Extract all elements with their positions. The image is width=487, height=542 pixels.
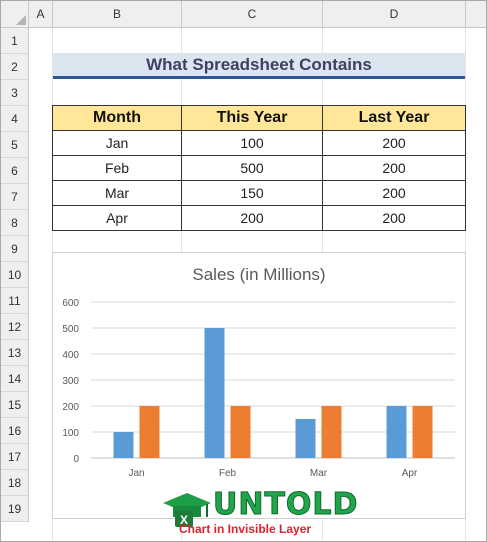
row-header[interactable]: 4 bbox=[1, 106, 29, 132]
column-header-e[interactable] bbox=[466, 1, 486, 28]
row-header[interactable]: 11 bbox=[1, 288, 29, 314]
cell-last-year[interactable]: 200 bbox=[322, 130, 466, 156]
bar-series-2-apr bbox=[412, 406, 433, 458]
cell-month[interactable]: Mar bbox=[52, 180, 182, 206]
row-header[interactable]: 13 bbox=[1, 340, 29, 366]
table-header-row: Month This Year Last Year bbox=[52, 105, 466, 131]
cell-this-year[interactable]: 200 bbox=[181, 205, 323, 231]
bar-series-2-jan bbox=[139, 406, 160, 458]
x-tick-label: Mar bbox=[310, 468, 328, 479]
table-row: Feb 500 200 bbox=[52, 155, 466, 181]
y-tick-label: 600 bbox=[62, 298, 79, 309]
row-header[interactable]: 3 bbox=[1, 80, 29, 106]
cell-last-year[interactable]: 200 bbox=[322, 205, 466, 231]
row-header[interactable]: 12 bbox=[1, 314, 29, 340]
y-tick-label: 400 bbox=[62, 350, 79, 361]
y-tick-label: 500 bbox=[62, 324, 79, 335]
chart-title: Sales (in Millions) bbox=[192, 265, 326, 284]
logo-icon-letter: X bbox=[180, 513, 188, 527]
x-tick-label: Jan bbox=[128, 468, 144, 479]
bar-series-1-mar bbox=[295, 419, 316, 458]
row-header[interactable]: 10 bbox=[1, 262, 29, 288]
table-row: Jan 100 200 bbox=[52, 130, 466, 156]
select-all-corner[interactable] bbox=[1, 1, 29, 28]
cell-this-year[interactable]: 150 bbox=[181, 180, 323, 206]
header-month[interactable]: Month bbox=[52, 105, 182, 131]
graduation-cap-icon: X bbox=[163, 493, 211, 527]
bar-series-2-mar bbox=[321, 406, 342, 458]
row-header[interactable]: 16 bbox=[1, 418, 29, 444]
column-header-d[interactable]: D bbox=[323, 1, 466, 28]
logo-wordmark: UNTOLD bbox=[212, 487, 359, 523]
row-header[interactable]: 6 bbox=[1, 158, 29, 184]
table-row: Mar 150 200 bbox=[52, 180, 466, 206]
header-this-year[interactable]: This Year bbox=[181, 105, 323, 131]
cell-last-year[interactable]: 200 bbox=[322, 180, 466, 206]
sales-chart[interactable]: Sales (in Millions) 0 100 200 300 400 500 600 J… bbox=[52, 252, 466, 519]
column-header-b[interactable]: B bbox=[53, 1, 182, 28]
untold-logo: X UNTOLD Chart in Invisible Layer bbox=[161, 487, 358, 539]
row-header[interactable]: 18 bbox=[1, 470, 29, 496]
table-row: Apr 200 200 bbox=[52, 205, 466, 231]
bar-series-2-feb bbox=[230, 406, 251, 458]
select-all-triangle-icon bbox=[16, 15, 26, 25]
row-header[interactable]: 14 bbox=[1, 366, 29, 392]
bar-series-1-feb bbox=[204, 328, 225, 458]
row-header[interactable]: 15 bbox=[1, 392, 29, 418]
y-tick-label: 200 bbox=[62, 402, 79, 413]
data-table: Month This Year Last Year Jan 100 200 Fe… bbox=[52, 105, 466, 231]
header-last-year[interactable]: Last Year bbox=[322, 105, 466, 131]
logo-tagline: Chart in Invisible Layer bbox=[179, 522, 312, 536]
row-header[interactable]: 9 bbox=[1, 236, 29, 262]
row-header[interactable]: 19 bbox=[1, 496, 29, 522]
cell-month[interactable]: Jan bbox=[52, 130, 182, 156]
bar-series-1-jan bbox=[113, 432, 134, 458]
cell-last-year[interactable]: 200 bbox=[322, 155, 466, 181]
row-header[interactable]: 7 bbox=[1, 184, 29, 210]
row-header[interactable]: 2 bbox=[1, 54, 29, 80]
cell-month[interactable]: Apr bbox=[52, 205, 182, 231]
bar-series-1-apr bbox=[386, 406, 407, 458]
x-tick-label: Apr bbox=[402, 468, 418, 479]
x-tick-label: Feb bbox=[219, 468, 237, 479]
column-header-c[interactable]: C bbox=[182, 1, 323, 28]
y-tick-label: 100 bbox=[62, 428, 79, 439]
row-header[interactable]: 5 bbox=[1, 132, 29, 158]
chart-plot: 0 100 200 300 400 500 600 Jan Feb Mar Apr bbox=[62, 298, 455, 479]
row-header[interactable]: 17 bbox=[1, 444, 29, 470]
row-header[interactable]: 1 bbox=[1, 28, 29, 54]
sheet-heading[interactable]: What Spreadsheet Contains bbox=[53, 53, 465, 79]
cell-this-year[interactable]: 500 bbox=[181, 155, 323, 181]
cell-month[interactable]: Feb bbox=[52, 155, 182, 181]
cell-this-year[interactable]: 100 bbox=[181, 130, 323, 156]
row-header[interactable]: 8 bbox=[1, 210, 29, 236]
y-tick-label: 0 bbox=[73, 454, 79, 465]
y-tick-label: 300 bbox=[62, 376, 79, 387]
column-header-a[interactable]: A bbox=[29, 1, 53, 28]
